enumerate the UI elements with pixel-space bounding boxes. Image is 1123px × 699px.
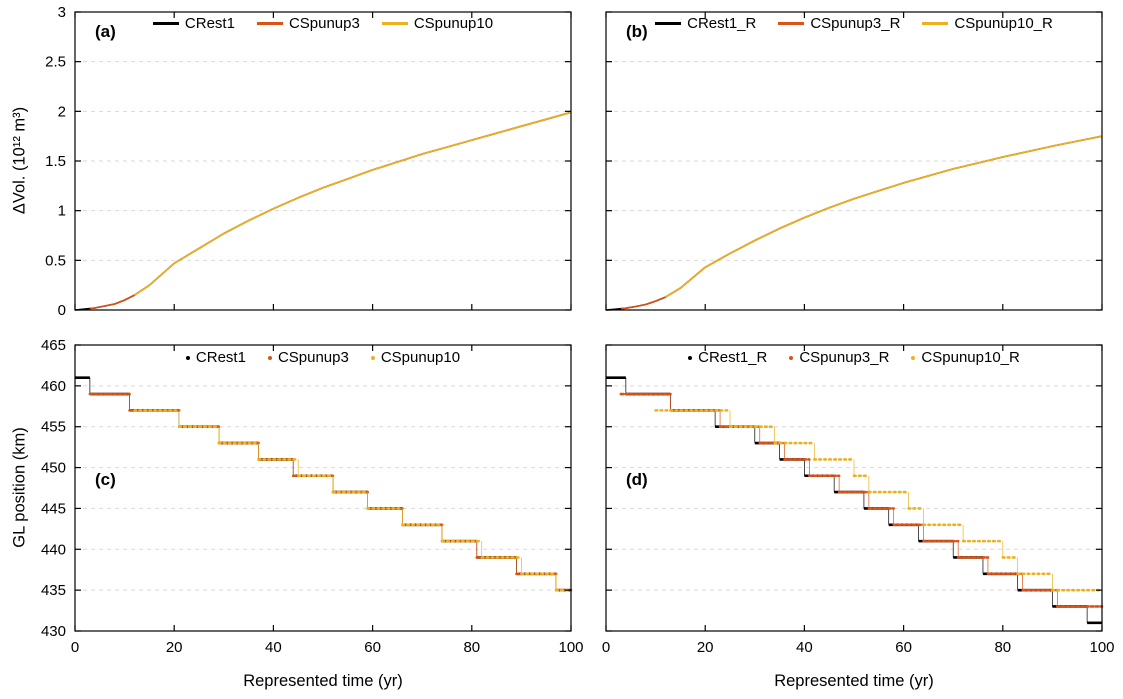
- legend-label: CSpunup10: [380, 349, 461, 366]
- legend-item: CSpunup10_R: [922, 15, 1053, 32]
- legend-item: CRest1: [185, 349, 246, 366]
- legend-line-swatch: [256, 22, 283, 25]
- legend-line-swatch: [922, 22, 949, 25]
- legend-dot-swatch: [789, 355, 794, 360]
- legend-item: CRest1_R: [655, 15, 756, 32]
- legend-label: CSpunup3_R: [799, 349, 890, 366]
- svg-text:0: 0: [58, 302, 66, 319]
- legend-dot-swatch: [267, 355, 272, 360]
- legend-label: CRest1_R: [698, 349, 768, 366]
- panel-c-legend: CRest1 CSpunup3 CSpunup10: [75, 349, 571, 366]
- svg-text:40: 40: [796, 639, 813, 656]
- legend-line-swatch: [152, 22, 179, 25]
- svg-text:1: 1: [58, 203, 66, 220]
- svg-text:0.5: 0.5: [45, 252, 66, 269]
- x-axis-label-right: Represented time (yr): [774, 672, 934, 690]
- x-axis-label-left: Represented time (yr): [243, 672, 403, 690]
- svg-text:20: 20: [166, 639, 183, 656]
- legend-label: CSpunup3: [288, 15, 360, 32]
- legend-item: CSpunup10_R: [911, 349, 1020, 366]
- svg-text:0: 0: [602, 639, 610, 656]
- svg-text:40: 40: [265, 639, 282, 656]
- legend-item: CSpunup3_R: [778, 15, 900, 32]
- panel-a-label: (a): [95, 22, 116, 41]
- svg-text:435: 435: [41, 582, 66, 599]
- panel-b-legend: CRest1_R CSpunup3_R CSpunup10_R: [606, 15, 1102, 32]
- svg-text:460: 460: [41, 378, 66, 395]
- legend-line-swatch: [381, 22, 408, 25]
- legend-label: CRest1_R: [687, 15, 757, 32]
- svg-text:450: 450: [41, 460, 66, 477]
- svg-text:0: 0: [71, 639, 79, 656]
- legend-item: CSpunup10: [381, 15, 494, 32]
- svg-text:3: 3: [58, 4, 66, 21]
- svg-text:1.5: 1.5: [45, 153, 66, 170]
- legend-dot-swatch: [185, 355, 190, 360]
- svg-text:100: 100: [558, 639, 583, 656]
- legend-label: CRest1: [195, 349, 246, 366]
- svg-text:440: 440: [41, 541, 66, 558]
- panel-d-legend: CRest1_R CSpunup3_R CSpunup10_R: [606, 349, 1102, 366]
- svg-text:465: 465: [41, 337, 66, 354]
- legend-label: CSpunup3_R: [810, 15, 901, 32]
- svg-text:100: 100: [1089, 639, 1114, 656]
- svg-text:445: 445: [41, 500, 66, 517]
- legend-item: CSpunup10: [370, 349, 461, 366]
- legend-item: CSpunup3: [267, 349, 349, 366]
- y-axis-label-gl-position: GL position (km): [10, 427, 29, 548]
- panel-b-label: (b): [626, 22, 648, 41]
- svg-text:455: 455: [41, 419, 66, 436]
- legend-item: CSpunup3: [256, 15, 360, 32]
- legend-line-swatch: [778, 22, 805, 25]
- legend-label: CRest1: [184, 15, 235, 32]
- svg-text:80: 80: [994, 639, 1011, 656]
- legend-label: CSpunup3: [277, 349, 349, 366]
- legend-label: CSpunup10: [413, 15, 494, 32]
- legend-dot-swatch: [370, 355, 375, 360]
- svg-text:430: 430: [41, 623, 66, 640]
- panel-d-label: (d): [626, 470, 648, 489]
- panel-a-legend: CRest1 CSpunup3 CSpunup10: [75, 15, 571, 32]
- legend-dot-swatch: [911, 355, 916, 360]
- legend-item: CRest1: [152, 15, 235, 32]
- legend-item: CSpunup3_R: [789, 349, 889, 366]
- legend-label: CSpunup10_R: [954, 15, 1053, 32]
- svg-text:2: 2: [58, 103, 66, 120]
- svg-text:60: 60: [364, 639, 381, 656]
- y-axis-label-volume: ΔVol. (10¹² m³): [10, 106, 29, 215]
- svg-text:2.5: 2.5: [45, 54, 66, 71]
- legend-dot-swatch: [688, 355, 693, 360]
- svg-text:60: 60: [895, 639, 912, 656]
- legend-item: CRest1_R: [688, 349, 767, 366]
- svg-text:20: 20: [697, 639, 714, 656]
- panel-c-label: (c): [95, 470, 116, 489]
- svg-text:80: 80: [463, 639, 480, 656]
- legend-label: CSpunup10_R: [921, 349, 1020, 366]
- legend-line-swatch: [655, 22, 682, 25]
